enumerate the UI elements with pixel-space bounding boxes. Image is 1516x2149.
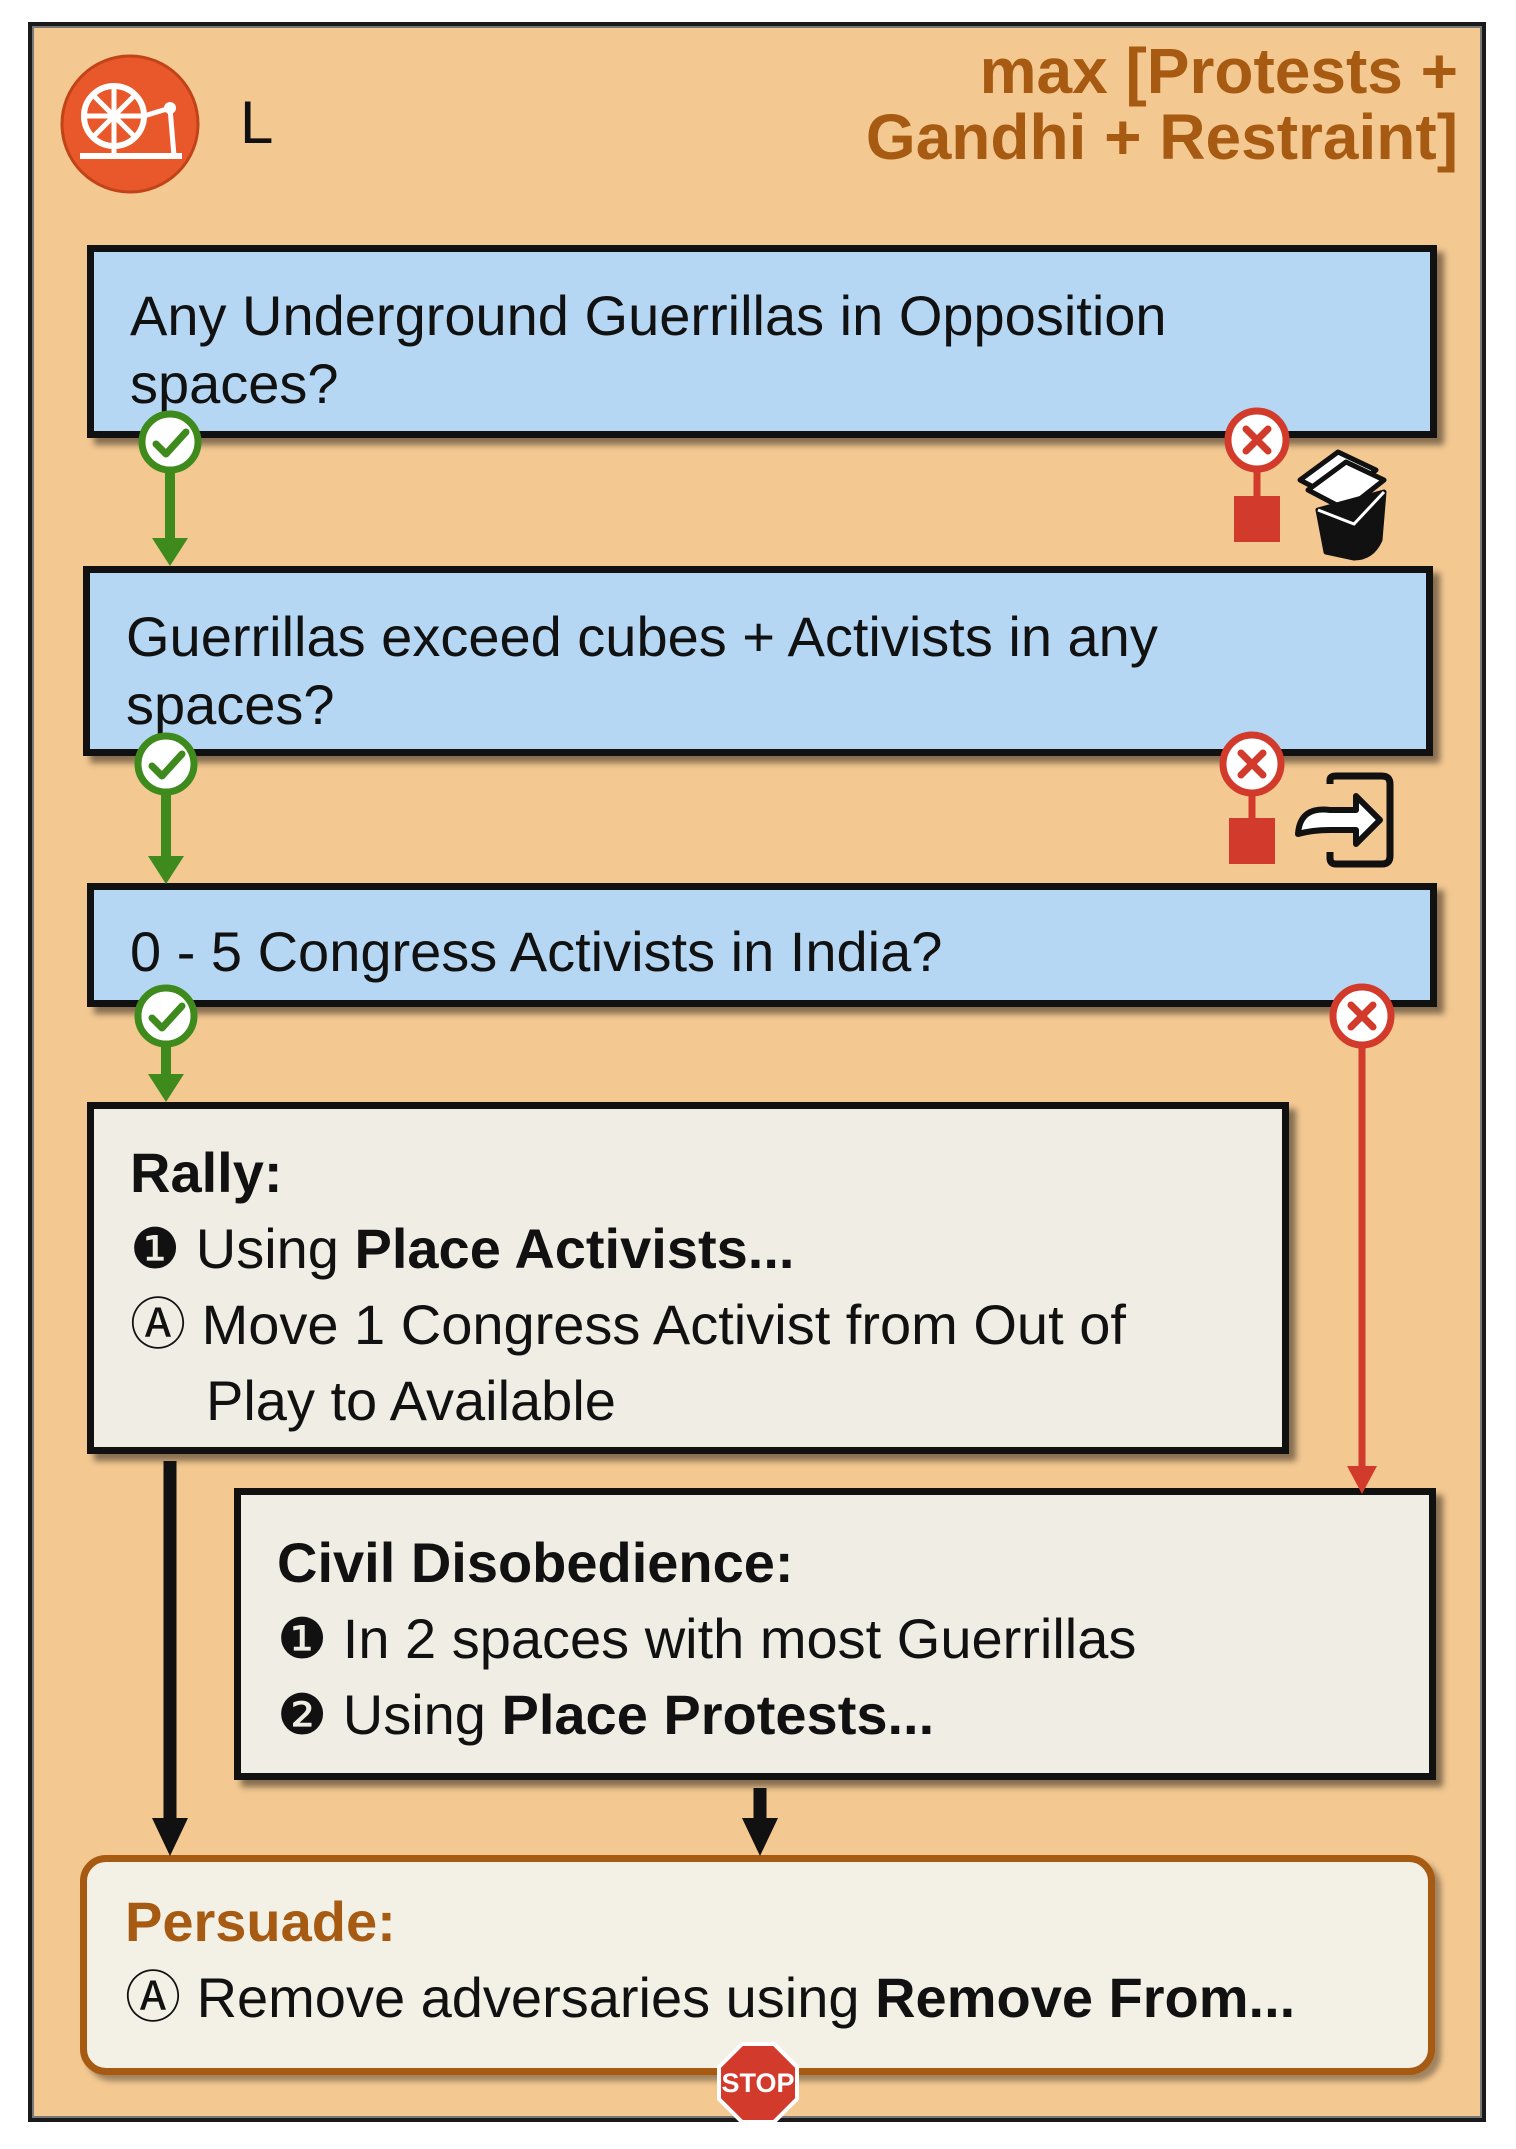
stop-label: STOP <box>721 2068 794 2098</box>
civil-step1-text: In 2 spaces with most Guerrillas <box>342 1607 1137 1670</box>
rally-heading: Rally: <box>130 1141 283 1204</box>
question-box-1: Any Underground Guerrillas in Opposition… <box>87 245 1437 438</box>
civil-heading: Civil Disobedience: <box>277 1531 794 1594</box>
yes-arrow-1 <box>152 470 188 566</box>
rally-step1-text: Using <box>195 1217 355 1280</box>
question-box-2: Guerrillas exceed cubes + Activists in a… <box>83 566 1433 756</box>
civil-step2-marker: ❷ <box>277 1683 328 1746</box>
exit-door-icon <box>1295 772 1394 868</box>
yes-arrow-3 <box>148 1038 184 1102</box>
no-arrow-3 <box>1347 1042 1377 1494</box>
civil-step2-text: Using <box>342 1683 502 1746</box>
civil-disobedience-box: Civil Disobedience: ❶ In 2 spaces with m… <box>234 1488 1436 1780</box>
rally-stepA-line1: Move 1 Congress Activist from Out of <box>201 1293 1126 1356</box>
priority-title: max [Protests + Gandhi + Restraint] <box>865 35 1458 173</box>
spinning-wheel-icon <box>60 54 200 194</box>
question-1-text: Any Underground Guerrillas in Opposition… <box>130 284 1167 415</box>
persuade-stepA-text: Remove adversaries using <box>196 1966 876 2029</box>
rally-box: Rally: ❶ Using Place Activists... Ⓐ Move… <box>87 1102 1289 1454</box>
rally-step1-marker: ❶ <box>130 1217 181 1280</box>
question-box-3: 0 - 5 Congress Activists in India? <box>87 883 1437 1007</box>
persuade-box: Persuade: Ⓐ Remove adversaries using Rem… <box>80 1855 1435 2075</box>
civil-to-persuade-arrow <box>742 1788 778 1856</box>
x-circle-icon <box>1219 731 1285 864</box>
civil-step1-marker: ❶ <box>277 1607 328 1670</box>
yes-arrow-2 <box>148 790 184 884</box>
x-circle-icon <box>1329 983 1395 1049</box>
question-3-text: 0 - 5 Congress Activists in India? <box>130 920 943 983</box>
persuade-stepA-bold: Remove From... <box>875 1966 1296 2029</box>
persuade-heading: Persuade: <box>125 1890 396 1953</box>
check-circle-icon <box>134 732 198 796</box>
question-2-text: Guerrillas exceed cubes + Activists in a… <box>126 605 1158 736</box>
check-circle-icon <box>134 984 198 1048</box>
rally-step1-bold: Place Activists... <box>354 1217 795 1280</box>
check-circle-icon <box>138 410 202 474</box>
stop-sign-icon: STOP <box>717 2042 799 2124</box>
civil-step2-bold: Place Protests... <box>501 1683 935 1746</box>
x-circle-icon <box>1224 407 1290 542</box>
rally-stepA-marker: Ⓐ <box>130 1293 186 1356</box>
persuade-stepA-marker: Ⓐ <box>125 1966 181 2029</box>
faction-code: L <box>240 89 274 156</box>
card-deck-icon <box>1297 449 1387 561</box>
rally-to-persuade-arrow <box>152 1461 188 1856</box>
rally-stepA-line2: Play to Available <box>206 1369 616 1432</box>
